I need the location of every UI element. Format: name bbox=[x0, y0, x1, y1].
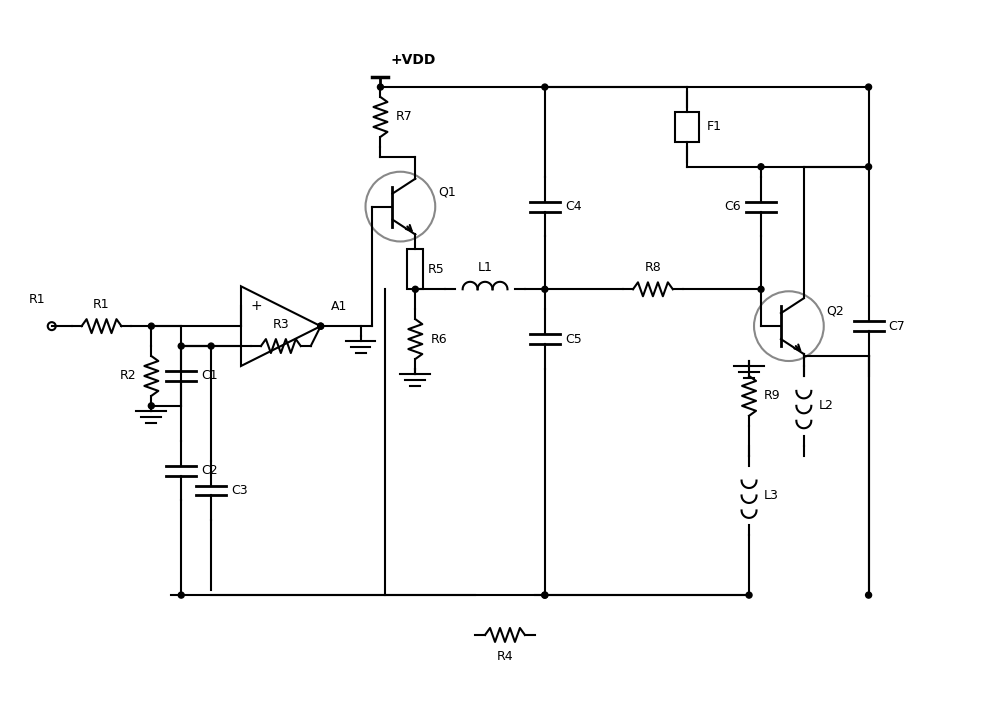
Circle shape bbox=[148, 403, 154, 409]
Circle shape bbox=[866, 164, 872, 170]
Text: R6: R6 bbox=[430, 333, 447, 346]
Circle shape bbox=[758, 164, 764, 170]
Circle shape bbox=[542, 592, 548, 598]
Circle shape bbox=[866, 592, 872, 598]
Text: F1: F1 bbox=[707, 121, 722, 134]
Text: C3: C3 bbox=[231, 484, 248, 497]
Circle shape bbox=[542, 592, 548, 598]
Bar bbox=[407, 250, 423, 289]
Text: R9: R9 bbox=[764, 389, 781, 402]
Text: +: + bbox=[250, 299, 262, 313]
Circle shape bbox=[208, 343, 214, 349]
Text: C6: C6 bbox=[724, 200, 741, 213]
Circle shape bbox=[412, 286, 418, 293]
Circle shape bbox=[318, 323, 324, 329]
Circle shape bbox=[148, 323, 154, 329]
Text: −: − bbox=[250, 338, 262, 354]
Circle shape bbox=[542, 84, 548, 90]
Circle shape bbox=[758, 286, 764, 293]
Bar bbox=[675, 112, 699, 142]
Text: C2: C2 bbox=[201, 464, 218, 477]
Text: R1: R1 bbox=[93, 298, 110, 311]
Text: R2: R2 bbox=[120, 370, 136, 383]
Text: R1: R1 bbox=[28, 293, 45, 306]
Text: R3: R3 bbox=[273, 318, 289, 331]
Text: C1: C1 bbox=[201, 370, 218, 383]
Circle shape bbox=[318, 323, 324, 329]
Circle shape bbox=[178, 592, 184, 598]
Circle shape bbox=[377, 84, 383, 90]
Text: R8: R8 bbox=[645, 261, 661, 274]
Text: L1: L1 bbox=[478, 261, 492, 274]
Text: Q2: Q2 bbox=[827, 305, 844, 318]
Text: +VDD: +VDD bbox=[390, 53, 436, 67]
Text: A1: A1 bbox=[331, 300, 347, 313]
Text: C4: C4 bbox=[565, 200, 581, 213]
Text: R4: R4 bbox=[497, 650, 513, 663]
Text: Q1: Q1 bbox=[438, 185, 456, 198]
Text: L3: L3 bbox=[764, 489, 779, 502]
Text: L2: L2 bbox=[819, 399, 834, 412]
Circle shape bbox=[746, 592, 752, 598]
Circle shape bbox=[178, 343, 184, 349]
Text: R7: R7 bbox=[395, 110, 412, 123]
Text: C5: C5 bbox=[565, 333, 582, 346]
Text: C7: C7 bbox=[889, 319, 905, 333]
Circle shape bbox=[866, 84, 872, 90]
Text: R5: R5 bbox=[427, 263, 444, 276]
Circle shape bbox=[542, 286, 548, 293]
